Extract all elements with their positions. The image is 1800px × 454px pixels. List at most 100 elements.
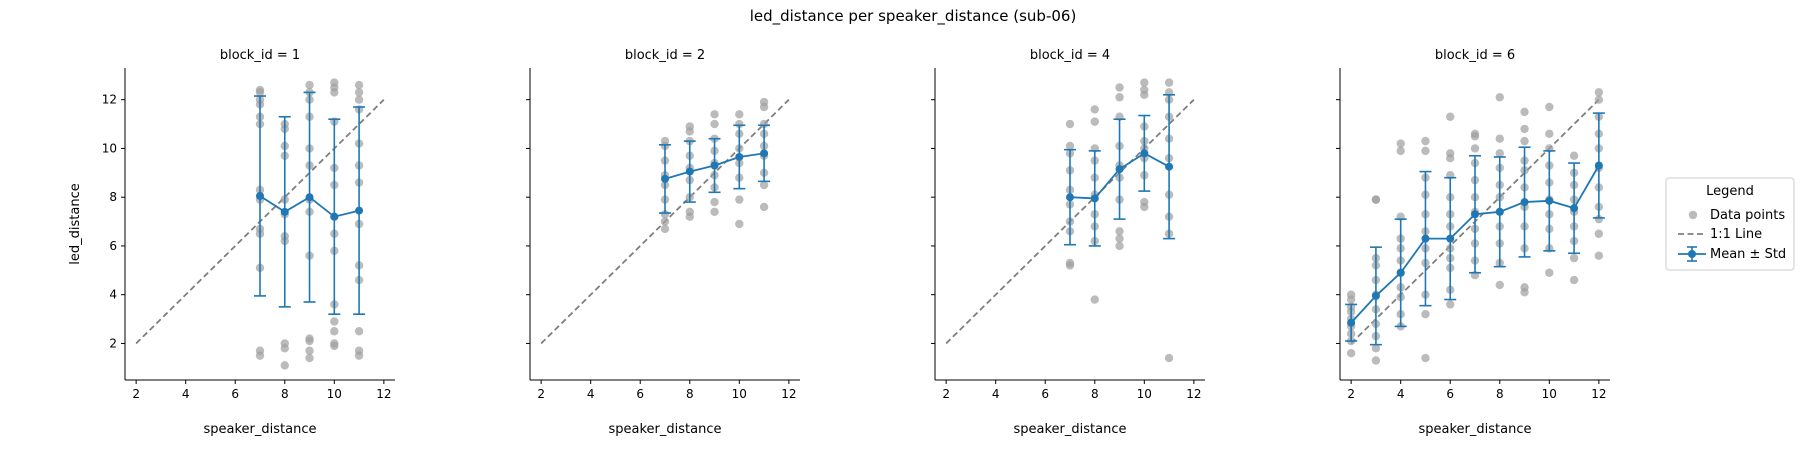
subplot-title: block_id = 4: [1030, 48, 1110, 63]
mean-marker: [1471, 210, 1479, 219]
data-point: [255, 346, 265, 355]
x-tick-label: 8: [1091, 387, 1099, 401]
mean-marker: [1066, 193, 1074, 202]
data-point: [735, 195, 744, 204]
data-point: [330, 339, 339, 348]
data-point: [1545, 268, 1554, 277]
subplot-3: block_id = 4 2 4 6 8 10 12 speaker_distance: [931, 48, 1205, 437]
mean-marker: [661, 174, 669, 183]
legend-item-label: 1:1 Line: [1710, 227, 1762, 242]
data-point: [1470, 144, 1480, 153]
mean-marker: [1594, 161, 1603, 170]
data-point: [330, 78, 339, 87]
mean-marker: [1446, 234, 1455, 243]
y-tick-label: 4: [109, 288, 117, 302]
data-point: [1470, 129, 1480, 139]
data-point: [354, 327, 364, 336]
data-point: [1396, 146, 1405, 156]
data-point: [354, 95, 364, 104]
x-tick-label: 2: [1347, 387, 1355, 401]
data-point: [1421, 353, 1430, 363]
data-point: [1140, 85, 1149, 95]
x-tick-label: 12: [376, 387, 391, 401]
x-tick-label: 4: [992, 387, 1000, 401]
data-point: [660, 210, 670, 219]
subplot-4: block_id = 6 2 4 6 8 10 12 speaker_distance: [1336, 48, 1610, 437]
x-tick-label: 6: [231, 387, 239, 401]
mean-marker: [760, 149, 769, 158]
data-point: [1115, 234, 1124, 243]
mean-marker: [256, 191, 264, 200]
data-point: [1520, 283, 1529, 292]
data-point: [1115, 83, 1124, 92]
data-point: [1090, 295, 1099, 304]
mean-marker: [685, 167, 694, 176]
x-tick-label: 2: [132, 387, 140, 401]
x-tick-label: 10: [732, 387, 747, 401]
mean-marker: [710, 161, 719, 170]
legend: Legend Data points 1:1 Line Mean ± Std: [1665, 177, 1795, 271]
data-point: [1569, 253, 1579, 263]
x-tick-label: 2: [942, 387, 950, 401]
legend-mean-marker: [1688, 250, 1696, 258]
legend-title: Legend: [1706, 184, 1754, 199]
y-tick-label: 12: [102, 93, 117, 107]
data-point: [1421, 136, 1430, 146]
data-point: [735, 119, 744, 129]
data-point: [1421, 146, 1430, 156]
x-tick-label: 10: [1137, 387, 1152, 401]
mean-marker: [355, 206, 364, 215]
x-tick-label: 8: [1496, 387, 1504, 401]
data-point: [1545, 102, 1554, 112]
legend-item-label: Data points: [1710, 208, 1785, 223]
data-point: [330, 327, 339, 336]
data-point: [354, 346, 364, 355]
data-point: [1164, 78, 1174, 87]
x-tick-label: 10: [1542, 387, 1557, 401]
data-point: [759, 202, 769, 212]
mean-std-series: [659, 124, 771, 214]
data-point: [660, 217, 670, 226]
data-point: [759, 97, 769, 107]
x-tick-label: 4: [587, 387, 595, 401]
subplot-title: block_id = 1: [220, 48, 300, 63]
data-point: [1594, 251, 1604, 260]
mean-marker: [1545, 196, 1554, 205]
figure-title: led_distance per speaker_distance (sub-0…: [750, 7, 1077, 26]
data-point: [255, 85, 265, 95]
subplot-title: block_id = 6: [1435, 48, 1515, 63]
data-point: [710, 207, 719, 217]
mean-marker: [1347, 318, 1356, 327]
data-point: [1594, 214, 1604, 224]
y-tick-label: 2: [109, 336, 117, 350]
data-point: [305, 334, 314, 343]
data-point: [1371, 344, 1381, 353]
mean-marker: [305, 193, 314, 202]
x-tick-label: 12: [781, 387, 796, 401]
x-axis-label: speaker_distance: [204, 422, 317, 437]
mean-marker: [1520, 198, 1529, 207]
data-point: [710, 110, 719, 119]
data-point: [735, 219, 744, 229]
data-point: [759, 180, 769, 190]
data-point: [660, 224, 670, 234]
x-tick-label: 8: [281, 387, 289, 401]
subplot-panels: block_id = 1 2 4 6 8 10 12 2 4 6 8 10 12 speaker_dist…: [68, 48, 1610, 437]
mean-marker: [280, 207, 289, 216]
mean-std-series: [254, 91, 366, 315]
legend-points-marker: [1688, 210, 1698, 220]
data-point: [305, 346, 314, 355]
data-point: [710, 197, 719, 207]
data-point: [1446, 149, 1455, 158]
mean-marker: [1140, 149, 1149, 158]
data-point: [1446, 300, 1455, 309]
data-point: [1065, 258, 1075, 268]
data-point: [1115, 93, 1124, 102]
x-tick-label: 6: [1041, 387, 1049, 401]
legend-item-label: Mean ± Std: [1710, 247, 1786, 262]
x-tick-label: 6: [636, 387, 644, 401]
y-tick-label: 8: [109, 190, 117, 204]
x-axis-label: speaker_distance: [1014, 422, 1127, 437]
data-point: [1520, 124, 1529, 134]
